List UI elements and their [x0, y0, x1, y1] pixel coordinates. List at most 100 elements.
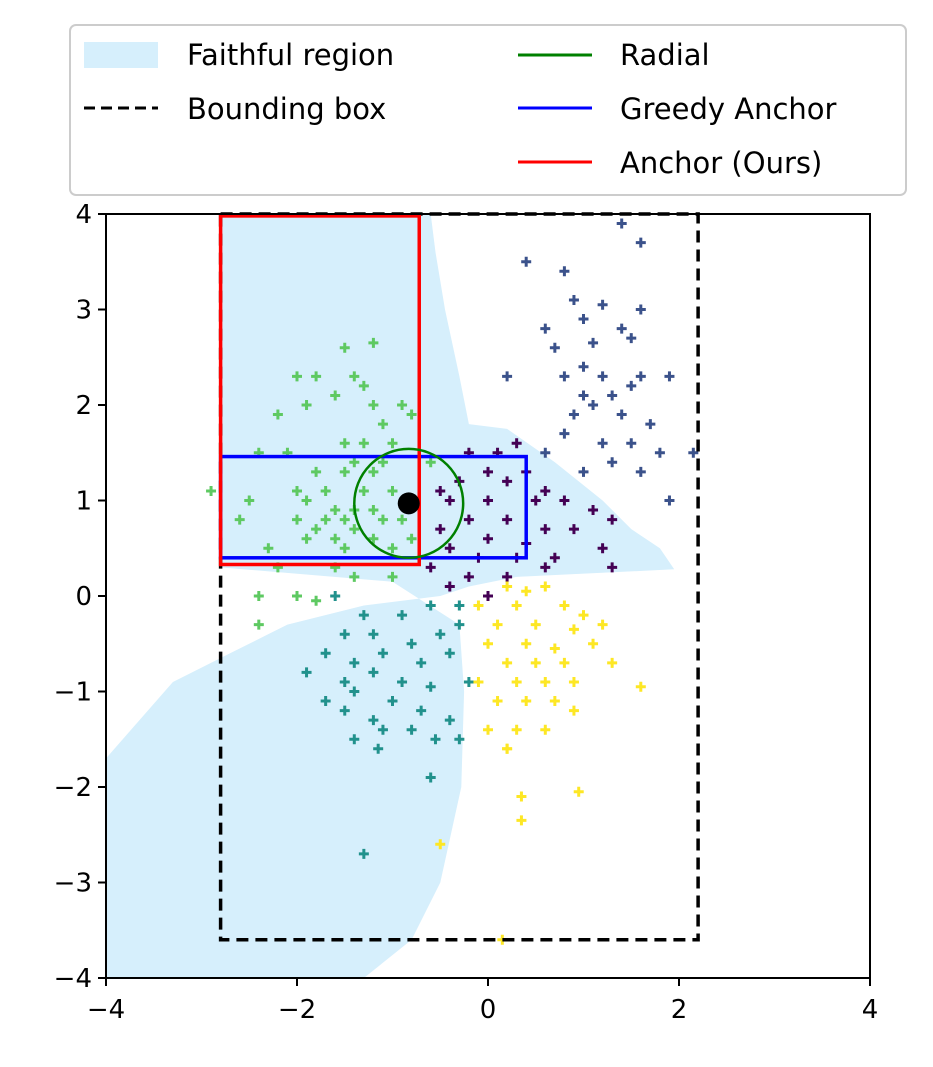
- data-point: [397, 400, 408, 410]
- data-point: [406, 724, 417, 735]
- data-point: [597, 619, 608, 630]
- data-point: [578, 314, 589, 325]
- data-point: [568, 676, 579, 687]
- y-tick-label: 2: [75, 391, 92, 421]
- data-point: [292, 514, 302, 525]
- data-point: [483, 466, 493, 477]
- data-point: [540, 447, 551, 458]
- data-point: [511, 438, 522, 449]
- data-point: [549, 342, 560, 353]
- data-point: [387, 438, 398, 449]
- data-point: [444, 495, 455, 506]
- data-point: [292, 591, 302, 601]
- data-point: [330, 533, 341, 544]
- data-point: [607, 390, 618, 401]
- faithful-region: [106, 214, 675, 978]
- data-point: [339, 676, 350, 687]
- data-point: [339, 705, 350, 716]
- legend-label-faithful: Faithful region: [187, 38, 394, 72]
- data-point: [349, 686, 360, 697]
- data-point: [568, 409, 579, 420]
- data-point: [540, 724, 551, 735]
- data-point: [540, 485, 551, 496]
- data-point: [292, 371, 302, 382]
- data-point: [377, 648, 388, 659]
- data-point: [664, 495, 675, 506]
- instance-point: [397, 492, 420, 515]
- series-class-purple: [425, 438, 618, 601]
- data-point: [521, 256, 532, 267]
- series-class-yellow: [435, 581, 646, 945]
- data-point: [339, 543, 350, 554]
- data-point: [463, 571, 474, 582]
- data-point: [416, 657, 427, 668]
- data-point: [373, 743, 384, 754]
- data-point: [406, 409, 417, 420]
- data-point: [540, 581, 551, 592]
- data-point: [320, 514, 331, 525]
- data-point: [368, 629, 379, 640]
- series-class-dark-blue: [502, 218, 699, 506]
- data-point: [578, 610, 589, 621]
- data-point: [387, 485, 398, 496]
- data-point: [330, 505, 341, 516]
- data-point: [483, 638, 493, 649]
- data-point: [502, 514, 513, 525]
- data-point: [511, 600, 522, 611]
- data-point: [635, 466, 646, 477]
- data-point: [253, 591, 264, 601]
- data-point: [416, 705, 427, 716]
- data-point: [435, 524, 446, 535]
- data-point: [377, 419, 388, 430]
- data-point: [406, 638, 417, 649]
- plot-area: [106, 212, 700, 978]
- data-point: [502, 581, 513, 592]
- data-point: [540, 676, 551, 687]
- data-point: [444, 543, 455, 554]
- x-tick-label: 2: [671, 995, 688, 1025]
- data-point: [616, 409, 627, 420]
- data-point: [368, 533, 379, 544]
- data-point: [559, 428, 570, 439]
- data-point: [349, 571, 360, 582]
- data-point: [626, 380, 637, 391]
- data-point: [626, 438, 637, 449]
- x-tick-label: 4: [862, 995, 879, 1025]
- data-point: [559, 371, 570, 382]
- data-point: [549, 552, 560, 563]
- legend-label-anchor: Anchor (Ours): [620, 146, 822, 180]
- data-point: [454, 600, 465, 611]
- data-point: [272, 409, 283, 420]
- data-point: [483, 724, 493, 735]
- data-point: [368, 715, 379, 726]
- data-point: [377, 514, 388, 525]
- series-class-teal: [301, 591, 474, 859]
- data-point: [387, 543, 398, 554]
- data-point: [425, 600, 436, 611]
- data-point: [349, 371, 360, 382]
- data-point: [559, 600, 570, 611]
- data-point: [492, 696, 503, 707]
- data-point: [540, 323, 551, 334]
- data-point: [349, 657, 360, 668]
- data-point: [502, 476, 513, 487]
- data-point: [358, 485, 369, 496]
- data-point: [521, 638, 532, 649]
- data-point: [397, 676, 408, 687]
- data-point: [444, 715, 455, 726]
- legend-label-greedy: Greedy Anchor: [620, 92, 837, 126]
- data-point: [435, 485, 446, 496]
- data-point: [521, 696, 532, 707]
- data-point: [588, 400, 599, 410]
- data-point: [635, 237, 646, 248]
- x-tick-label: −2: [278, 995, 316, 1025]
- data-point: [473, 600, 484, 611]
- data-point: [597, 299, 608, 310]
- data-point: [397, 514, 408, 525]
- data-point: [516, 791, 527, 802]
- data-point: [473, 676, 484, 687]
- legend-label-radial: Radial: [620, 38, 710, 72]
- data-point: [616, 218, 627, 229]
- data-point: [444, 648, 455, 659]
- y-tick-label: −2: [54, 773, 92, 803]
